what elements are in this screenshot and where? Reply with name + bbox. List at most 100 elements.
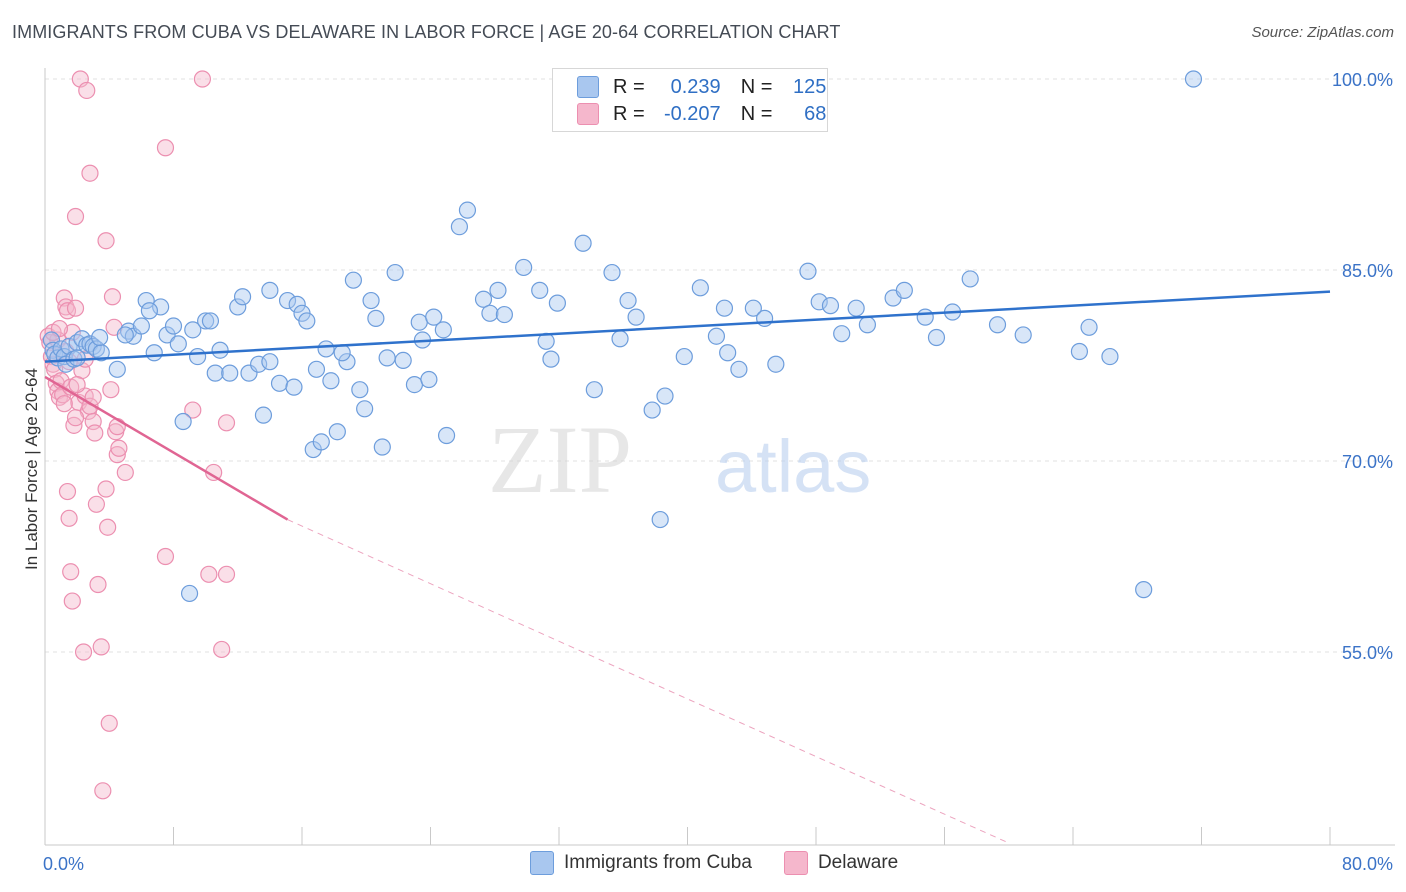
cuba-points	[42, 70, 1203, 603]
trendline-delaware	[44, 375, 289, 521]
data-point-cuba	[515, 258, 533, 277]
watermark-atlas: atlas	[715, 425, 871, 508]
data-point-cuba	[1101, 347, 1119, 366]
data-point-delaware	[184, 401, 202, 419]
source-label: Source: ZipAtlas.com	[1251, 24, 1394, 41]
data-point-cuba	[858, 316, 877, 334]
data-point-cuba	[643, 401, 661, 419]
x-tick-label: 80.0%	[1342, 854, 1393, 874]
data-point-cuba	[201, 312, 220, 330]
data-point-delaware	[156, 139, 175, 157]
legend-item-cuba[interactable]: Immigrants from Cuba	[530, 851, 752, 875]
data-point-cuba	[542, 350, 560, 368]
data-point-cuba	[675, 347, 693, 366]
data-point-cuba	[211, 341, 229, 359]
data-point-cuba	[221, 364, 239, 382]
data-point-cuba	[233, 288, 252, 306]
r-label: R =	[613, 75, 645, 98]
data-point-cuba	[767, 355, 785, 373]
data-point-delaware	[74, 643, 93, 661]
data-point-cuba	[270, 374, 289, 392]
n-value-delaware: 68	[804, 102, 827, 125]
chart-title: IMMIGRANTS FROM CUBA VS DELAWARE IN LABO…	[12, 22, 841, 42]
data-point-cuba	[474, 290, 493, 308]
legend-item-delaware[interactable]: Delaware	[783, 851, 899, 875]
r-value-delaware: -0.207	[663, 102, 721, 125]
legend-swatch-cuba	[577, 76, 599, 98]
data-point-cuba	[1014, 326, 1032, 344]
data-point-delaware	[217, 414, 236, 432]
data-point-delaware	[97, 480, 115, 498]
data-point-cuba	[328, 423, 346, 441]
legend-label-delaware: Delaware	[817, 852, 899, 873]
data-point-cuba	[410, 313, 428, 331]
data-point-delaware	[103, 288, 122, 306]
data-point-cuba	[481, 304, 499, 322]
data-point-cuba	[206, 364, 224, 382]
data-point-cuba	[333, 344, 351, 362]
data-point-cuba	[91, 328, 109, 347]
data-point-cuba	[169, 335, 187, 353]
data-point-cuba	[627, 308, 645, 326]
data-point-cuba	[656, 387, 674, 405]
axes	[44, 68, 1395, 846]
data-point-cuba	[197, 312, 215, 330]
tick-labels: 55.0% 70.0% 85.0% 100.0% 0.0% 80.0%	[43, 70, 1393, 874]
data-point-cuba	[338, 353, 356, 371]
y-tick-label: 55.0%	[1342, 643, 1393, 663]
legend-row-delaware: R = -0.207 N = 68	[577, 102, 826, 126]
data-point-delaware	[108, 418, 126, 436]
data-point-cuba	[351, 381, 369, 399]
data-point-cuba	[137, 291, 155, 310]
data-point-cuba	[285, 378, 303, 396]
data-point-cuba	[450, 218, 469, 236]
data-point-cuba	[1070, 342, 1089, 361]
data-point-cuba	[132, 317, 150, 335]
trendline-delaware-extension	[287, 519, 1009, 844]
data-point-delaware	[66, 299, 85, 317]
data-point-delaware	[102, 381, 120, 399]
data-point-cuba	[250, 355, 268, 373]
data-point-cuba	[261, 281, 279, 299]
data-point-cuba	[833, 325, 851, 343]
data-point-delaware	[62, 563, 80, 581]
data-point-cuba	[356, 400, 374, 418]
data-point-cuba	[531, 281, 549, 299]
data-point-delaware	[193, 70, 212, 88]
data-point-cuba	[916, 308, 934, 326]
data-point-cuba	[229, 298, 247, 316]
data-point-cuba	[810, 293, 828, 311]
data-point-cuba	[495, 305, 513, 324]
watermark-zip: ZIP	[488, 406, 632, 513]
legend-series: Immigrants from Cuba Delaware	[530, 851, 930, 875]
data-point-cuba	[458, 201, 477, 219]
data-point-cuba	[278, 291, 297, 310]
x-tick-label: 0.0%	[43, 854, 84, 874]
watermark: ZIP atlas	[488, 406, 871, 513]
data-point-cuba	[322, 372, 340, 390]
data-point-delaware	[100, 714, 118, 732]
data-point-cuba	[730, 360, 748, 378]
data-point-cuba	[651, 510, 669, 529]
data-point-cuba	[378, 349, 396, 367]
data-point-cuba	[373, 438, 391, 456]
data-point-cuba	[1135, 581, 1153, 599]
data-point-cuba	[707, 327, 726, 345]
data-point-cuba	[145, 344, 163, 362]
y-tick-label: 85.0%	[1342, 261, 1393, 281]
data-point-delaware	[63, 592, 81, 610]
data-point-cuba	[317, 340, 335, 358]
data-point-cuba	[927, 328, 946, 347]
y-tick-label: 70.0%	[1342, 452, 1393, 472]
legend-stats: R = 0.239 N = 125 R = -0.207 N = 68	[552, 68, 828, 132]
data-point-cuba	[420, 370, 438, 389]
data-point-cuba	[298, 312, 316, 330]
legend-swatch-delaware	[577, 103, 599, 125]
data-point-cuba	[847, 299, 865, 317]
data-point-cuba	[152, 298, 170, 316]
data-point-delaware	[60, 509, 78, 527]
data-point-cuba	[895, 281, 913, 299]
data-point-cuba	[585, 381, 603, 399]
data-point-delaware	[66, 207, 85, 226]
r-value-cuba: 0.239	[670, 75, 721, 98]
